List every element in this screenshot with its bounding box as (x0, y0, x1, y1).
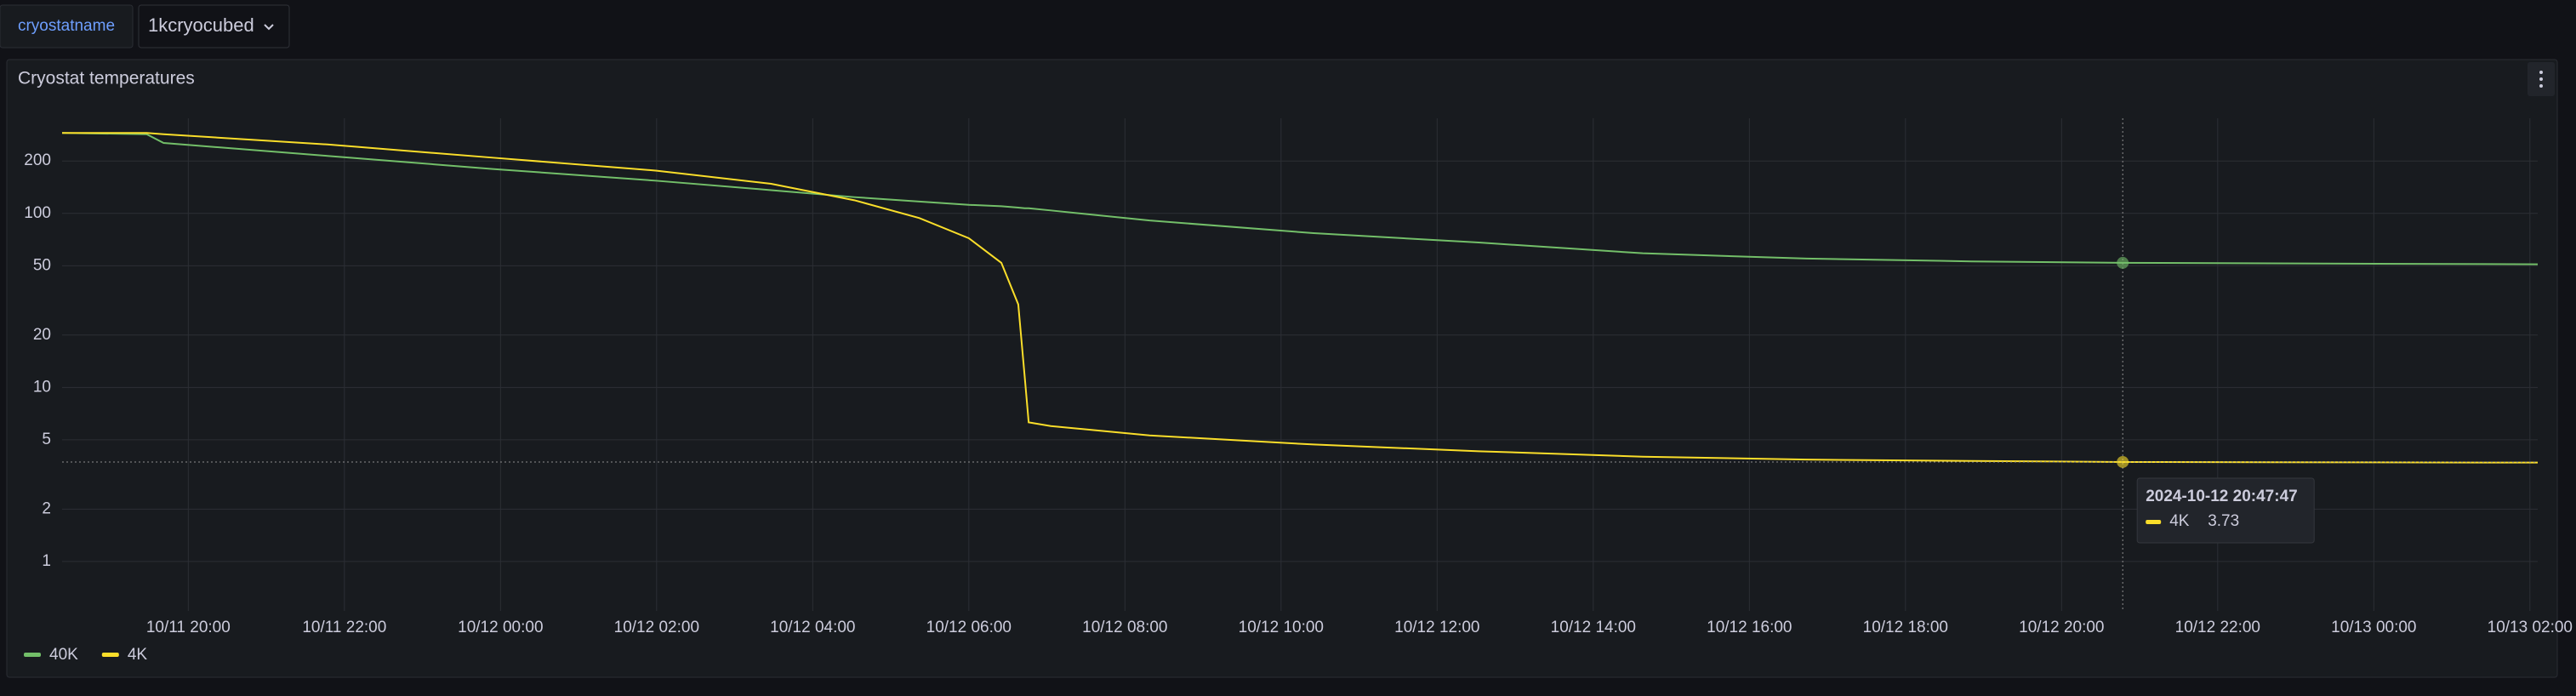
tooltip-value: 3.73 (2208, 512, 2239, 530)
hover-point (2117, 256, 2129, 269)
y-tick-label: 10 (33, 378, 51, 396)
x-tick-label: 10/12 06:00 (926, 619, 1012, 636)
variable-label: cryostatname (18, 17, 115, 35)
y-tick-label: 2 (42, 499, 51, 517)
x-tick-label: 10/12 20:00 (2019, 619, 2104, 636)
hover-point (2117, 455, 2129, 468)
x-tick-label: 10/12 14:00 (1551, 619, 1636, 636)
menu-dot (2539, 84, 2543, 88)
x-tick-label: 10/12 22:00 (2175, 619, 2260, 636)
x-tick-label: 10/12 02:00 (614, 619, 699, 636)
series-line (62, 132, 2539, 464)
x-tick-label: 10/13 00:00 (2331, 619, 2416, 636)
x-tick-label: 10/12 12:00 (1394, 619, 1479, 636)
x-tick-label: 10/12 04:00 (770, 619, 855, 636)
dropdown-arrow (264, 24, 274, 31)
x-tick-label: 10/12 00:00 (458, 619, 543, 636)
variable-value[interactable]: 1kcryocubed (148, 14, 254, 36)
y-tick-label: 20 (33, 326, 51, 344)
tooltip-box (2136, 477, 2315, 544)
y-tick-label: 200 (24, 151, 51, 169)
menu-dot (2539, 77, 2543, 81)
x-tick-label: 10/12 16:00 (1707, 619, 1792, 636)
variable-label-box (0, 4, 134, 48)
legend-swatch (101, 653, 119, 657)
menu-dot (2539, 71, 2543, 74)
y-tick-label: 1 (42, 552, 51, 570)
legend-label: 4K (128, 646, 148, 664)
tooltip-time: 2024-10-12 20:47:47 (2146, 488, 2298, 505)
x-tick-label: 10/11 20:00 (146, 619, 231, 636)
series-line (61, 132, 2539, 265)
panel-title: Cryostat temperatures (18, 69, 195, 88)
legend-label: 40K (49, 646, 78, 664)
x-tick-label: 10/12 18:00 (1863, 619, 1948, 636)
y-tick-label: 5 (42, 431, 51, 448)
y-tick-label: 100 (24, 204, 51, 222)
x-tick-label: 10/12 10:00 (1239, 619, 1324, 636)
y-tick-label: 50 (33, 256, 51, 274)
variable-select[interactable] (138, 4, 290, 48)
x-tick-label: 10/12 08:00 (1082, 619, 1167, 636)
tooltip-series: 4K (2169, 512, 2190, 530)
tooltip-swatch (2146, 520, 2162, 524)
legend-swatch (24, 653, 41, 657)
x-tick-label: 10/13 02:00 (2488, 619, 2573, 636)
panel (6, 59, 2558, 678)
x-tick-label: 10/11 22:00 (302, 619, 386, 636)
